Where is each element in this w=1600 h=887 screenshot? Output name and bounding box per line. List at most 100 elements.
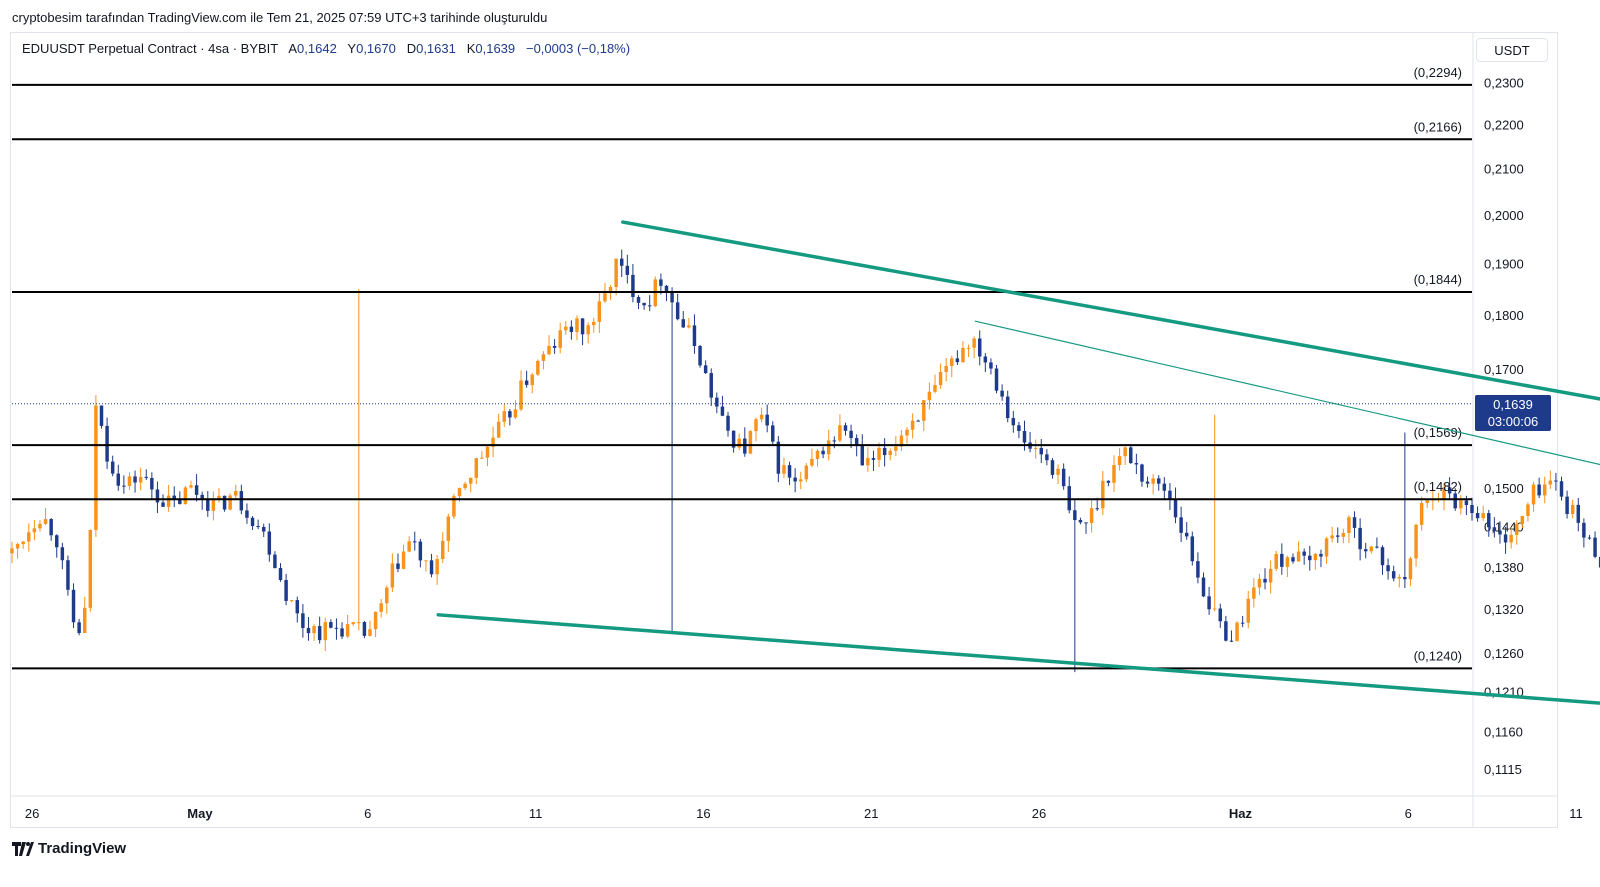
candle-body — [608, 287, 613, 294]
candle-body — [1268, 568, 1273, 583]
candle-body — [894, 446, 898, 451]
candle-body — [1011, 418, 1016, 426]
candle-body — [1224, 621, 1228, 641]
candle-body — [452, 496, 456, 517]
candle-body — [480, 457, 484, 459]
candle-body — [38, 523, 42, 529]
candle-body — [1229, 640, 1234, 642]
candle-body — [849, 430, 853, 439]
candle-body — [771, 425, 775, 442]
y-tick-label: 0,1115 — [1484, 762, 1522, 777]
candle-body — [1453, 493, 1457, 509]
candle-body — [681, 319, 685, 328]
candle-body — [424, 560, 428, 562]
candle-body — [502, 411, 506, 422]
candle-body — [854, 438, 859, 446]
candle-body — [1487, 513, 1491, 528]
candle-body — [295, 600, 300, 614]
candle-body — [491, 437, 495, 447]
candle-body — [1285, 557, 1290, 567]
candle-body — [1386, 565, 1390, 572]
candle-body — [625, 265, 630, 275]
level-label: (0,1482) — [1414, 479, 1462, 494]
candle-body — [312, 626, 316, 634]
candle-body — [905, 429, 909, 436]
candle-body — [1196, 561, 1200, 578]
candle-body — [541, 354, 546, 361]
candle-body — [687, 325, 691, 328]
candle-body — [1263, 578, 1267, 583]
candle-body — [1033, 447, 1038, 449]
tradingview-brand[interactable]: TradingView — [12, 840, 126, 857]
candle-body — [1509, 534, 1513, 543]
x-tick-label: 26 — [1032, 806, 1046, 821]
candle-body — [888, 450, 892, 456]
candle-body — [759, 414, 764, 420]
y-tick-label: 0,1900 — [1484, 257, 1524, 272]
candle-body — [418, 541, 423, 561]
candle-body — [1308, 555, 1312, 561]
candle-body — [698, 345, 702, 366]
candle-body — [1039, 447, 1044, 455]
symbol-name[interactable]: EDUUSDT Perpetual Contract · 4sa · BYBIT — [22, 41, 279, 56]
candle-body — [138, 476, 143, 483]
candle-body — [440, 540, 445, 560]
candle-body — [1302, 551, 1306, 556]
candle-body — [916, 420, 920, 422]
candle-body — [978, 338, 982, 357]
candle-body — [1252, 587, 1256, 599]
candle-body — [32, 528, 37, 533]
candle-body — [1313, 553, 1318, 561]
y-tick-label: 0,2100 — [1484, 162, 1524, 177]
candle-body — [401, 551, 406, 569]
candle-body — [1464, 500, 1469, 505]
candle-body — [1425, 500, 1429, 503]
y-tick-label: 0,1380 — [1484, 560, 1524, 575]
candle-body — [194, 485, 199, 495]
candle-body — [955, 358, 960, 363]
candle-body — [390, 563, 395, 588]
candle-body — [664, 285, 669, 292]
candle-body — [1559, 481, 1564, 497]
candle-body — [564, 326, 568, 331]
candle-body — [961, 347, 965, 363]
candle-body — [715, 397, 719, 407]
candle-body — [1408, 558, 1413, 580]
level-label: (0,1844) — [1414, 272, 1462, 287]
candle-body — [217, 495, 221, 500]
candle-body — [1050, 460, 1055, 475]
candle-body — [513, 409, 518, 418]
candle-body — [289, 600, 294, 602]
candle-body — [1274, 553, 1278, 569]
candle-body — [351, 622, 355, 625]
x-tick-label: 6 — [364, 806, 371, 821]
candle-body — [1067, 486, 1071, 511]
candle-body — [1106, 480, 1111, 483]
candle-body — [468, 477, 473, 484]
change-value: −0,0003 (−0,18%) — [525, 41, 631, 56]
candle-body — [1134, 463, 1139, 465]
high-label: Y — [347, 41, 357, 56]
candle-body — [877, 447, 881, 460]
candle-body — [832, 440, 837, 442]
candle-body — [334, 627, 339, 629]
currency-button[interactable]: USDT — [1476, 38, 1548, 62]
candle-body — [754, 419, 758, 432]
candle-body — [726, 415, 730, 431]
candle-body — [88, 529, 93, 608]
candle-body — [407, 541, 411, 552]
candle-body — [362, 622, 367, 636]
symbol-legend: EDUUSDT Perpetual Contract · 4sa · BYBIT… — [22, 41, 630, 56]
y-tick-label: 0,1700 — [1484, 362, 1524, 377]
candle-body — [592, 321, 596, 326]
open-label: A — [288, 41, 298, 56]
candle-body — [1481, 513, 1485, 519]
candle-body — [552, 345, 557, 348]
candle-body — [748, 431, 753, 454]
candle-body — [211, 499, 216, 511]
x-tick-label: 26 — [25, 806, 39, 821]
candle-body — [1565, 496, 1569, 515]
candle-body — [1447, 487, 1452, 494]
candle-body — [1380, 547, 1385, 566]
